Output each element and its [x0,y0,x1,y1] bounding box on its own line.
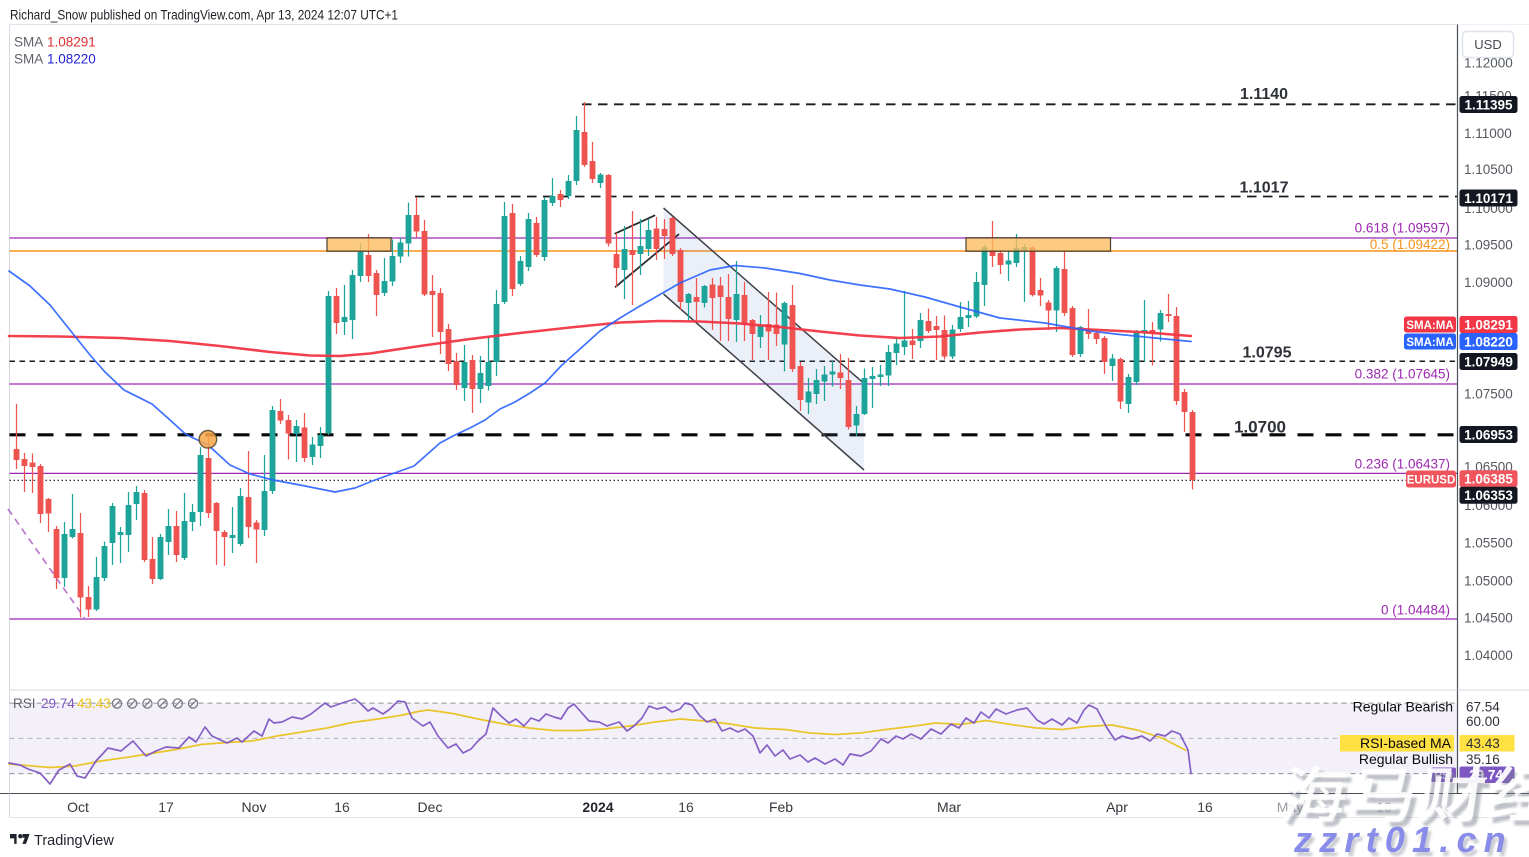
svg-text:EURUSD: EURUSD [1407,475,1456,487]
svg-text:0 (1.04484): 0 (1.04484) [1381,603,1450,618]
svg-text:1.06953: 1.06953 [1464,427,1513,442]
svg-text:1.04500: 1.04500 [1464,611,1513,626]
svg-text:1.0700: 1.0700 [1234,418,1286,437]
svg-text:1.06353: 1.06353 [1464,488,1513,503]
svg-text:60.00: 60.00 [1466,714,1500,729]
svg-text:RSI: RSI [13,696,36,711]
svg-text:1.05500: 1.05500 [1464,536,1513,551]
svg-text:Richard_Snow published on Trad: Richard_Snow published on TradingView.co… [10,7,398,23]
svg-text:Regular Bullish: Regular Bullish [1359,751,1453,767]
svg-text:43.43: 43.43 [77,696,111,711]
svg-text:Mar: Mar [937,799,961,815]
svg-text:Nov: Nov [242,799,267,815]
svg-text:1.11000: 1.11000 [1464,126,1512,141]
svg-text:1.05000: 1.05000 [1464,574,1513,589]
svg-text:1.08220: 1.08220 [1464,334,1513,349]
svg-text:0.382 (1.07645): 0.382 (1.07645) [1355,367,1450,382]
svg-text:1.08291: 1.08291 [47,35,96,50]
svg-text:zzrt01.cn: zzrt01.cn [1296,823,1516,857]
svg-text:Feb: Feb [769,799,793,815]
svg-text:0.236 (1.06437): 0.236 (1.06437) [1355,457,1450,472]
svg-text:16: 16 [1197,799,1213,815]
svg-text:2024: 2024 [582,799,613,815]
svg-text:1.07949: 1.07949 [1464,354,1513,369]
svg-text:1.09500: 1.09500 [1464,238,1513,253]
svg-text:SMA: SMA [14,52,43,67]
svg-text:TradingView: TradingView [34,833,114,849]
svg-text:67.54: 67.54 [1466,700,1500,715]
svg-text:1.0795: 1.0795 [1243,345,1292,362]
svg-text:1.11395: 1.11395 [1464,97,1513,112]
svg-text:1.1017: 1.1017 [1240,180,1289,197]
svg-text:16: 16 [678,799,694,815]
svg-text:Regular Bearish: Regular Bearish [1353,699,1453,715]
svg-text:43.43: 43.43 [1466,736,1500,751]
svg-text:1.1140: 1.1140 [1240,86,1288,103]
svg-text:16: 16 [334,799,350,815]
svg-text:17: 17 [158,799,174,815]
svg-text:1.08220: 1.08220 [47,52,96,67]
svg-text:29.74: 29.74 [41,696,75,711]
svg-text:SMA: SMA [14,35,43,50]
svg-text:0.618 (1.09597): 0.618 (1.09597) [1355,221,1450,236]
svg-text:Apr: Apr [1106,799,1128,815]
svg-text:zzrt01.cn: zzrt01.cn [1293,819,1513,857]
svg-text:35.16: 35.16 [1466,752,1500,767]
svg-text:1.10500: 1.10500 [1464,162,1513,177]
svg-text:RSI-based MA: RSI-based MA [1360,735,1452,751]
svg-text:USD: USD [1474,37,1501,52]
svg-text:Oct: Oct [67,799,89,815]
svg-text:SMA:MA: SMA:MA [1406,337,1453,349]
svg-text:1.08291: 1.08291 [1464,317,1513,332]
svg-text:1.10171: 1.10171 [1464,191,1513,206]
svg-text:1.07500: 1.07500 [1464,387,1513,402]
svg-text:1.06385: 1.06385 [1464,472,1513,487]
svg-text:1.04000: 1.04000 [1464,648,1513,663]
svg-text:0.5 (1.09422): 0.5 (1.09422) [1370,237,1450,252]
svg-text:SMA:MA: SMA:MA [1406,320,1453,332]
svg-text:1.09000: 1.09000 [1464,275,1513,290]
svg-text:Dec: Dec [418,799,443,815]
svg-text:1.12000: 1.12000 [1464,56,1513,71]
